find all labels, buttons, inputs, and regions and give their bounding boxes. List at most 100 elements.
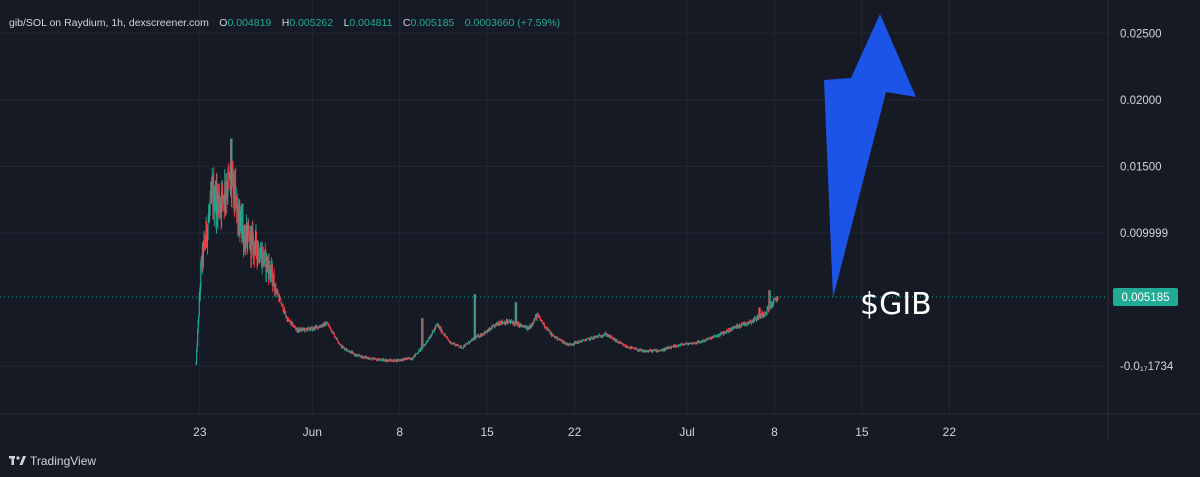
candle-body	[512, 322, 514, 324]
candle-body	[749, 321, 751, 324]
candle-body	[728, 331, 730, 333]
candle-body	[332, 332, 334, 334]
candle-body	[278, 295, 280, 301]
candle-body	[260, 253, 262, 258]
candle-body	[499, 322, 501, 325]
candle-body	[209, 206, 211, 214]
candle-body	[372, 358, 374, 360]
candle-body	[265, 251, 267, 272]
candle-body	[745, 323, 747, 325]
candle-body	[498, 322, 499, 325]
candle-body	[341, 345, 343, 348]
candle-body	[601, 336, 603, 338]
candle-body	[220, 204, 222, 213]
candle-body	[445, 336, 447, 338]
candle-body	[323, 323, 325, 327]
candle-body	[577, 341, 579, 343]
candle-body	[231, 179, 232, 190]
candle-body	[718, 334, 720, 336]
candle-body	[609, 335, 611, 337]
candle-body	[372, 357, 374, 359]
candle-body	[600, 336, 601, 338]
candle-body	[540, 319, 542, 321]
candle-body	[522, 325, 523, 327]
candle-body	[347, 349, 349, 352]
candle-body	[328, 324, 330, 327]
price-axis[interactable]: 0.02500 0.02000 0.01500 0.009999 -0.0₁₇1734	[1120, 28, 1174, 373]
candle-body	[776, 298, 778, 301]
candle-body	[300, 328, 302, 331]
candle-body	[421, 347, 423, 350]
candle-body	[767, 307, 769, 309]
candle-body	[472, 339, 473, 341]
candle-body	[497, 323, 499, 325]
candle-body	[408, 357, 410, 359]
candle-body	[713, 337, 714, 339]
candle-body	[718, 335, 720, 337]
candle-body	[657, 349, 659, 352]
candle-body	[313, 327, 315, 329]
candle-body	[723, 331, 725, 335]
candle-body	[596, 336, 598, 338]
candle-body	[337, 341, 339, 343]
candle-body	[579, 341, 581, 342]
candle-body	[556, 336, 558, 340]
candle-body	[243, 229, 244, 247]
candle-body	[477, 335, 479, 337]
candle-body	[626, 347, 628, 348]
candle-body	[543, 322, 545, 325]
candle-body	[361, 355, 363, 357]
candles-layer[interactable]	[195, 138, 779, 366]
candle-body	[500, 323, 502, 325]
candle-body	[596, 336, 598, 338]
candle-body	[689, 343, 691, 344]
candle-body	[462, 347, 464, 349]
candle-body	[480, 334, 482, 337]
candle-body	[680, 344, 682, 346]
time-axis[interactable]: 23 Jun 8 15 22 Jul 8 15 22	[193, 425, 956, 439]
candle-body	[727, 329, 729, 333]
candle-body	[449, 341, 451, 343]
candle-body	[509, 321, 511, 323]
candle-body	[605, 333, 607, 334]
candle-body	[634, 348, 636, 350]
candle-body	[689, 343, 690, 345]
candle-body	[502, 322, 504, 324]
tradingview-logo[interactable]: TradingView	[9, 454, 96, 468]
candle-body	[774, 298, 776, 300]
candle-body	[195, 362, 197, 364]
candle-body	[644, 350, 646, 352]
candle-body	[758, 316, 760, 319]
candle-body	[453, 343, 455, 345]
candle-body	[663, 349, 664, 351]
candle-body	[506, 322, 508, 324]
candle-body	[466, 343, 468, 345]
candle-body	[201, 258, 203, 266]
candle-body	[655, 350, 657, 351]
candle-body	[573, 343, 575, 345]
candle-body	[605, 333, 607, 336]
candle-body	[492, 325, 494, 327]
candle-body	[645, 350, 647, 353]
candle-body	[274, 289, 276, 294]
candle-body	[503, 322, 505, 323]
candle-body	[400, 359, 402, 361]
candle-body	[651, 349, 653, 353]
candle-body	[326, 322, 328, 324]
candle-body	[525, 326, 527, 328]
candle-body	[339, 343, 341, 345]
candle-body	[433, 330, 435, 332]
candle-body	[283, 308, 285, 313]
candle-body	[539, 317, 541, 320]
candle-body	[542, 322, 544, 325]
candle-body	[675, 345, 676, 348]
candle-body	[475, 337, 477, 339]
candle-body	[330, 328, 332, 331]
candle-body	[707, 338, 709, 340]
candle-body	[649, 349, 651, 352]
candle-body	[371, 358, 373, 360]
candle-body	[742, 323, 744, 325]
candle-body	[628, 347, 630, 349]
